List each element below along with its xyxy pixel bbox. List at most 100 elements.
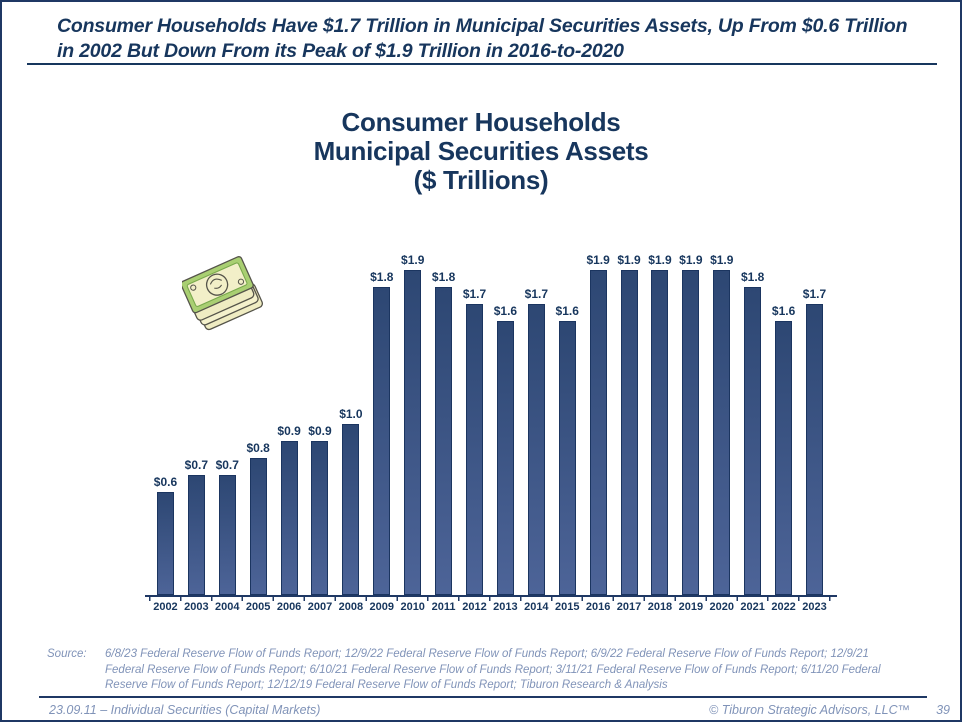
bar-2017 — [620, 270, 638, 595]
source-label: Source: — [47, 648, 87, 660]
bar-value-label: $1.9 — [586, 253, 610, 267]
page-number: 39 — [936, 703, 950, 717]
bar-2018 — [651, 270, 669, 595]
bar-column-2019: $1.9 — [675, 240, 706, 595]
bar-2021 — [744, 287, 762, 595]
bar-2012 — [466, 304, 484, 595]
bar-value-label: $1.6 — [771, 304, 796, 318]
bar-value-label: $1.8 — [431, 270, 456, 284]
bar-column-2014: $1.7 — [521, 240, 552, 595]
x-tick-label: 2003 — [184, 601, 209, 613]
x-tick-label: 2010 — [400, 601, 425, 613]
bar-value-label: $1.9 — [401, 253, 425, 267]
bar-column-2020: $1.9 — [706, 240, 737, 595]
bar-column-2004: $0.7 — [212, 240, 243, 595]
source-text: 6/8/23 Federal Reserve Flow of Funds Rep… — [105, 648, 881, 691]
x-tick-label: 2007 — [307, 601, 333, 613]
x-tick-label: 2005 — [245, 601, 271, 613]
chart-title-line-1: Consumer Households — [341, 107, 621, 137]
x-tick-label: 2016 — [585, 601, 611, 613]
bar-value-label: $1.9 — [679, 253, 703, 267]
bar-2003 — [187, 475, 205, 595]
x-tick-label: 2021 — [740, 601, 765, 613]
bar-2019 — [682, 270, 700, 595]
bar-value-label: $1.9 — [648, 253, 672, 267]
bar-2007 — [311, 441, 329, 595]
x-axis-ticks — [149, 597, 833, 601]
bar-2009 — [373, 287, 391, 595]
source-note: Source: 6/8/23 Federal Reserve Flow of F… — [47, 647, 897, 694]
bar-2004 — [218, 475, 236, 595]
bar-value-label: $0.9 — [277, 424, 301, 438]
x-tick-label: 2019 — [678, 601, 704, 613]
bar-2010 — [404, 270, 422, 595]
bar-2013 — [496, 321, 514, 595]
footer-divider — [39, 696, 927, 698]
bar-2002 — [156, 492, 174, 595]
x-tick-label: 2013 — [493, 601, 518, 613]
x-tick-label: 2009 — [369, 601, 395, 613]
x-tick-label: 2004 — [215, 601, 240, 613]
bar-2014 — [527, 304, 545, 595]
bar-column-2015: $1.6 — [552, 240, 583, 595]
bar-value-label: $1.7 — [462, 287, 487, 301]
x-tick-label: 2020 — [709, 601, 734, 613]
bar-value-label: $1.7 — [524, 287, 548, 301]
bar-value-label: $1.6 — [555, 304, 579, 318]
bar-column-2006: $0.9 — [274, 240, 305, 595]
bar-value-label: $1.9 — [710, 253, 734, 267]
bar-column-2021: $1.8 — [737, 240, 768, 595]
bar-2008 — [342, 424, 360, 595]
bar-2005 — [249, 458, 267, 595]
chart-title-line-2: Municipal Securities Assets — [313, 136, 649, 166]
chart-title: Consumer Households Municipal Securities… — [2, 108, 960, 195]
bar-column-2012: $1.7 — [459, 240, 490, 595]
bar-2022 — [775, 321, 793, 595]
bar-2011 — [435, 287, 453, 595]
x-tick-label: 2017 — [616, 601, 642, 613]
bar-value-label: $0.6 — [153, 475, 178, 489]
bar-2015 — [558, 321, 576, 595]
bar-column-2011: $1.8 — [428, 240, 459, 595]
footer-report-title: 23.09.11 – Individual Securities (Capita… — [49, 703, 321, 717]
x-tick-label: 2008 — [338, 601, 364, 613]
x-tick-label: 2006 — [276, 601, 302, 613]
x-tick-label: 2023 — [802, 601, 827, 613]
bar-column-2003: $0.7 — [181, 240, 212, 595]
bar-value-label: $1.9 — [617, 253, 641, 267]
bar-value-label: $1.0 — [339, 407, 363, 421]
bar-column-2005: $0.8 — [243, 240, 274, 595]
bar-column-2010: $1.9 — [397, 240, 428, 595]
footer-right: © Tiburon Strategic Advisors, LLC™ 39 — [709, 703, 950, 717]
bar-value-label: $0.7 — [184, 458, 209, 472]
x-tick-label: 2015 — [554, 601, 580, 613]
x-tick-label: 2014 — [524, 601, 549, 613]
bar-column-2017: $1.9 — [614, 240, 645, 595]
slide-headline: Consumer Households Have $1.7 Trillion i… — [57, 15, 908, 62]
footer: 23.09.11 – Individual Securities (Capita… — [49, 703, 950, 717]
bar-value-label: $1.6 — [493, 304, 518, 318]
chart-title-line-3: ($ Trillions) — [413, 165, 549, 195]
bar-column-2016: $1.9 — [583, 240, 614, 595]
headline-divider — [27, 63, 937, 65]
bar-2016 — [589, 270, 607, 595]
x-axis-line — [145, 595, 837, 597]
bar-column-2008: $1.0 — [335, 240, 366, 595]
bar-chart: $0.6 $0.7 $0.7 $0.8 $0.9 $0.9 $1.0 $1.8 $1.9 $1.8… — [150, 240, 830, 595]
bar-column-2007: $0.9 — [305, 240, 336, 595]
bar-value-label: $0.7 — [215, 458, 239, 472]
bar-value-label: $0.8 — [246, 441, 270, 455]
x-tick-label: 2011 — [431, 601, 456, 613]
bar-column-2018: $1.9 — [645, 240, 676, 595]
bar-column-2002: $0.6 — [150, 240, 181, 595]
x-tick-label: 2002 — [153, 601, 178, 613]
x-tick-label: 2012 — [462, 601, 487, 613]
footer-copyright: © Tiburon Strategic Advisors, LLC™ — [709, 703, 911, 717]
bar-2006 — [280, 441, 298, 595]
x-axis-labels: 2002 2003 2004 2005 2006 2007 2008 2009 2010 2011… — [150, 601, 830, 613]
bar-value-label: $1.7 — [802, 287, 827, 301]
money-stack-icon — [180, 248, 264, 343]
bar-column-2022: $1.6 — [768, 240, 799, 595]
bar-value-label: $0.9 — [308, 424, 332, 438]
